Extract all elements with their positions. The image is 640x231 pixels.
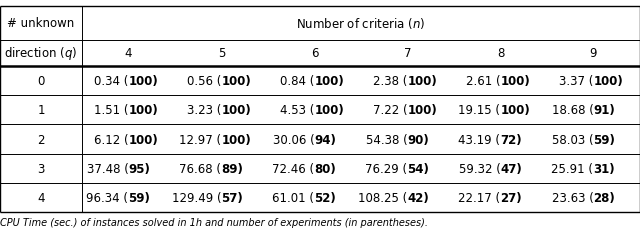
Text: 4: 4 xyxy=(37,191,45,204)
Text: 0.34 (: 0.34 ( xyxy=(94,75,129,88)
Text: 96.34 (: 96.34 ( xyxy=(86,191,129,204)
Text: # unknown: # unknown xyxy=(7,17,75,30)
Text: 0.56 (: 0.56 ( xyxy=(187,75,221,88)
Text: 0.84 (: 0.84 ( xyxy=(280,75,314,88)
Text: 5: 5 xyxy=(218,47,225,60)
Text: 52): 52) xyxy=(314,191,336,204)
Text: direction ($q$): direction ($q$) xyxy=(4,45,77,62)
Text: 72): 72) xyxy=(500,133,522,146)
Text: 100): 100) xyxy=(314,104,344,117)
Text: 23.63 (: 23.63 ( xyxy=(552,191,593,204)
Text: 100): 100) xyxy=(129,133,158,146)
Text: 94): 94) xyxy=(314,133,337,146)
Text: 0: 0 xyxy=(37,75,45,88)
Text: 100): 100) xyxy=(408,104,437,117)
Text: 30.06 (: 30.06 ( xyxy=(273,133,314,146)
Text: 6: 6 xyxy=(310,47,318,60)
Text: 91): 91) xyxy=(593,104,615,117)
Text: 57): 57) xyxy=(221,191,243,204)
Text: 129.49 (: 129.49 ( xyxy=(172,191,221,204)
Text: 76.68 (: 76.68 ( xyxy=(179,162,221,175)
Text: 43.19 (: 43.19 ( xyxy=(458,133,500,146)
Text: 100): 100) xyxy=(408,75,437,88)
Text: 59): 59) xyxy=(129,191,150,204)
Text: 89): 89) xyxy=(221,162,243,175)
Text: 18.68 (: 18.68 ( xyxy=(552,104,593,117)
Text: 100): 100) xyxy=(221,75,251,88)
Text: 4: 4 xyxy=(125,47,132,60)
Text: 100): 100) xyxy=(129,104,158,117)
Text: 2: 2 xyxy=(37,133,45,146)
Text: 54): 54) xyxy=(408,162,429,175)
Text: 6.12 (: 6.12 ( xyxy=(94,133,129,146)
Text: 59): 59) xyxy=(593,133,616,146)
Text: 4.53 (: 4.53 ( xyxy=(280,104,314,117)
Text: 100): 100) xyxy=(221,133,251,146)
Text: 31): 31) xyxy=(593,162,615,175)
Text: 61.01 (: 61.01 ( xyxy=(273,191,314,204)
Text: 12.97 (: 12.97 ( xyxy=(179,133,221,146)
Text: CPU Time (sec.) of instances solved in 1h and number of experiments (in parenthe: CPU Time (sec.) of instances solved in 1… xyxy=(0,217,428,227)
Text: 19.15 (: 19.15 ( xyxy=(458,104,500,117)
Text: 28): 28) xyxy=(593,191,615,204)
Text: 54.38 (: 54.38 ( xyxy=(365,133,408,146)
Text: 100): 100) xyxy=(593,75,623,88)
Text: 22.17 (: 22.17 ( xyxy=(458,191,500,204)
Text: 100): 100) xyxy=(500,104,530,117)
Text: 37.48 (: 37.48 ( xyxy=(86,162,129,175)
Text: 100): 100) xyxy=(221,104,251,117)
Text: 3.37 (: 3.37 ( xyxy=(559,75,593,88)
Text: 58.03 (: 58.03 ( xyxy=(552,133,593,146)
Text: 8: 8 xyxy=(497,47,504,60)
Text: 100): 100) xyxy=(314,75,344,88)
Text: 9: 9 xyxy=(589,47,597,60)
Text: 100): 100) xyxy=(129,75,158,88)
Text: 7.22 (: 7.22 ( xyxy=(373,104,408,117)
Text: 2.61 (: 2.61 ( xyxy=(466,75,500,88)
Text: 1: 1 xyxy=(37,104,45,117)
Text: 80): 80) xyxy=(314,162,336,175)
Text: 95): 95) xyxy=(129,162,150,175)
Text: 2.38 (: 2.38 ( xyxy=(373,75,408,88)
Text: 3: 3 xyxy=(37,162,45,175)
Text: 100): 100) xyxy=(500,75,530,88)
Text: 76.29 (: 76.29 ( xyxy=(365,162,408,175)
Text: 27): 27) xyxy=(500,191,522,204)
Text: 3.23 (: 3.23 ( xyxy=(187,104,221,117)
Text: 108.25 (: 108.25 ( xyxy=(358,191,408,204)
Text: 59.32 (: 59.32 ( xyxy=(459,162,500,175)
Text: Number of criteria ($n$): Number of criteria ($n$) xyxy=(296,16,426,31)
Text: 25.91 (: 25.91 ( xyxy=(552,162,593,175)
Text: 90): 90) xyxy=(408,133,429,146)
Text: 7: 7 xyxy=(404,47,412,60)
Text: 47): 47) xyxy=(500,162,522,175)
Text: 42): 42) xyxy=(408,191,429,204)
Text: 72.46 (: 72.46 ( xyxy=(273,162,314,175)
Text: 1.51 (: 1.51 ( xyxy=(94,104,129,117)
